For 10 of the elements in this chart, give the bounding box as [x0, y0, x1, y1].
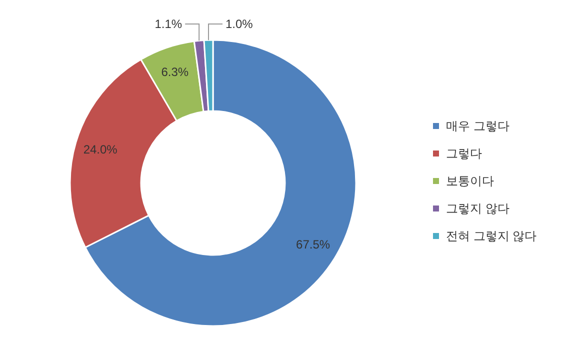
data-label: 24.0%: [83, 142, 118, 157]
legend-label: 그렇다: [446, 146, 482, 160]
legend-label: 매우 그렇다: [446, 119, 510, 133]
legend-label: 보통이다: [446, 174, 494, 188]
data-label: 1.1%: [154, 17, 182, 31]
legend-label: 전혀 그렇지 않다: [446, 229, 537, 243]
data-label: 6.3%: [161, 64, 189, 79]
data-label: 67.5%: [296, 238, 330, 252]
legend-label: 그렇지 않다: [446, 202, 510, 216]
data-label: 1.0%: [226, 17, 254, 31]
